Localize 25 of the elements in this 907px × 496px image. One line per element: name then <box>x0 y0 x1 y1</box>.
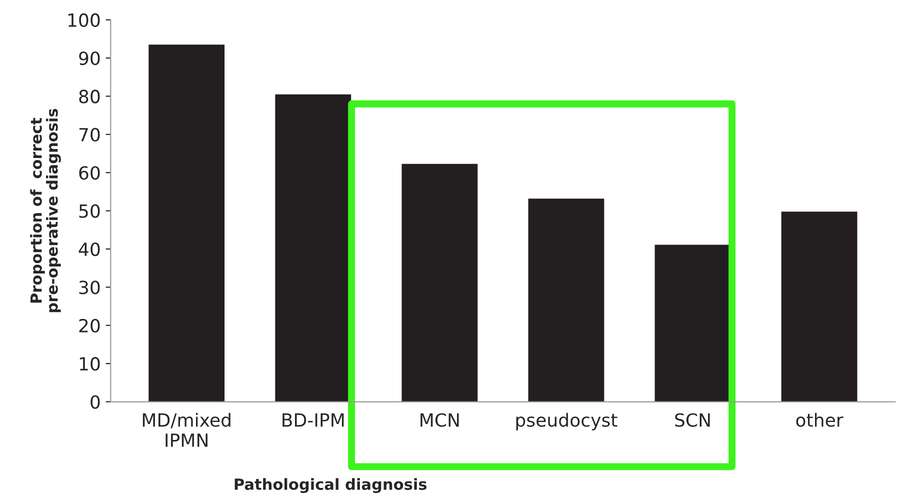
bar <box>781 212 858 402</box>
x-tick-label: other <box>796 412 844 427</box>
bar <box>402 164 478 402</box>
x-tick-label: BD-IPM <box>282 413 344 427</box>
x-axis-title: Pathological diagnosis <box>234 478 427 494</box>
bar <box>148 44 225 402</box>
y-tick-label: 100 <box>68 13 100 27</box>
bar <box>528 198 604 402</box>
y-tick-label: 70 <box>79 128 100 142</box>
y-tick-label: 60 <box>79 166 100 180</box>
bar <box>275 94 352 402</box>
y-tick-label: 10 <box>80 357 100 371</box>
x-tick-label: MD/mixed IPMN <box>142 412 230 447</box>
y-tick-label: 30 <box>79 280 100 294</box>
y-axis-title: Proportion of correct pre-operative diagnosis <box>30 108 61 312</box>
x-tick-label: MCN <box>420 413 459 427</box>
bar <box>654 244 731 402</box>
y-tick-label: 80 <box>79 90 100 104</box>
y-tick-label: 20 <box>79 318 100 332</box>
y-tick-label: 90 <box>79 51 100 66</box>
y-tick-label: 0 <box>90 395 100 409</box>
y-tick-label: 50 <box>79 204 100 218</box>
y-tick-label: 40 <box>78 242 100 256</box>
x-tick-label: pseudocyst <box>516 412 618 430</box>
x-tick-label: SCN <box>675 413 710 427</box>
